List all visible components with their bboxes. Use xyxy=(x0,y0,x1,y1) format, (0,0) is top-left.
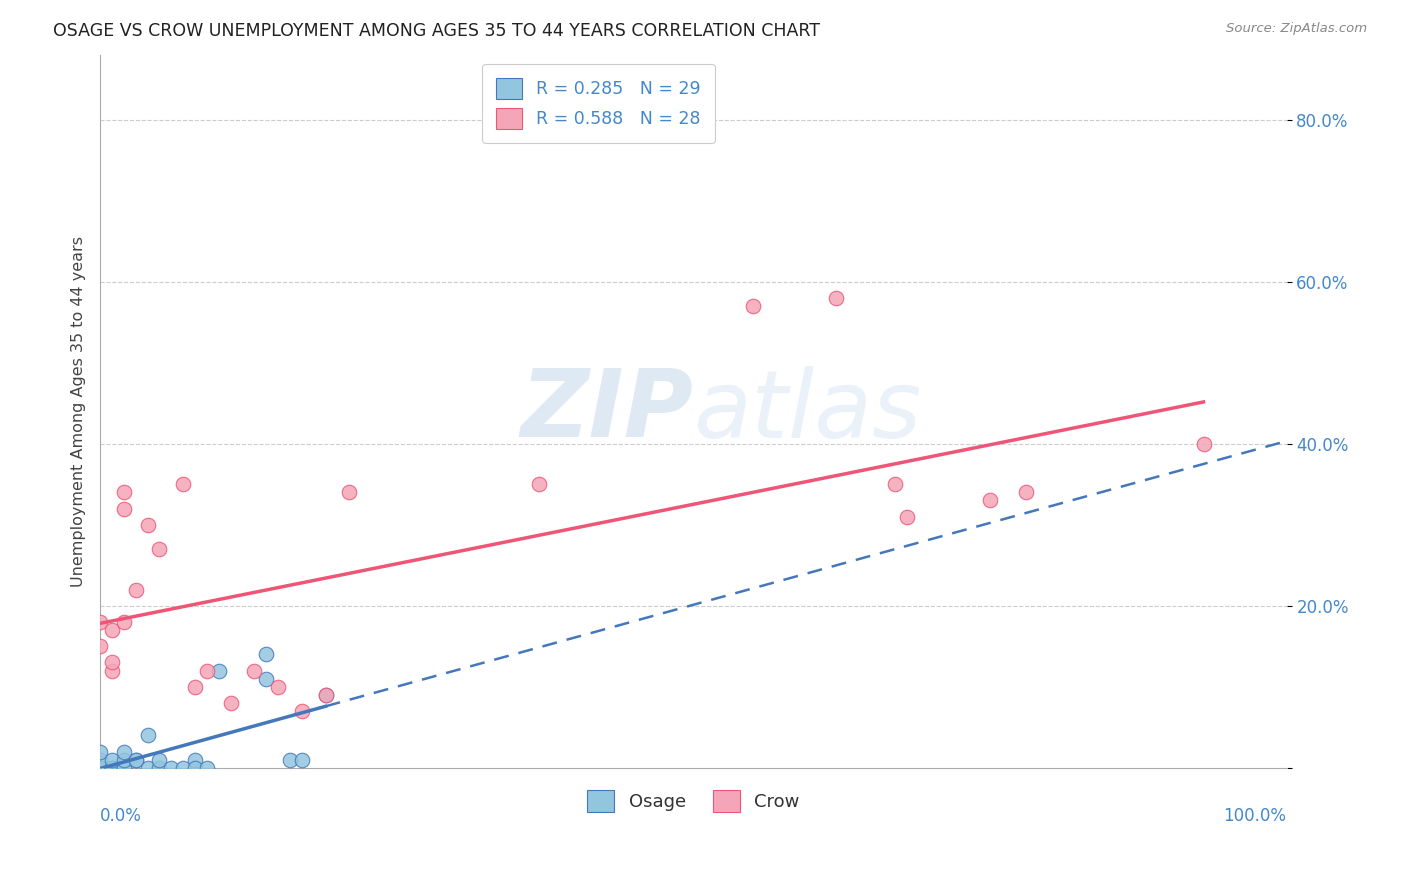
Point xyxy=(1192,437,1215,451)
Point xyxy=(112,744,135,758)
Point xyxy=(741,299,763,313)
Text: 100.0%: 100.0% xyxy=(1223,807,1286,825)
Point xyxy=(160,761,183,775)
Point xyxy=(896,509,918,524)
Point xyxy=(112,761,135,775)
Point xyxy=(101,761,124,775)
Point xyxy=(101,761,124,775)
Point xyxy=(278,753,301,767)
Point xyxy=(136,728,159,742)
Point xyxy=(89,761,111,775)
Point xyxy=(1014,485,1036,500)
Point xyxy=(884,477,907,491)
Point xyxy=(243,664,266,678)
Point xyxy=(315,688,337,702)
Point xyxy=(527,477,550,491)
Point xyxy=(172,761,194,775)
Text: ZIP: ZIP xyxy=(520,366,693,458)
Point xyxy=(101,753,124,767)
Point xyxy=(89,744,111,758)
Legend: Osage, Crow: Osage, Crow xyxy=(579,783,807,819)
Point xyxy=(979,493,1001,508)
Point xyxy=(89,639,111,653)
Point xyxy=(125,753,148,767)
Text: OSAGE VS CROW UNEMPLOYMENT AMONG AGES 35 TO 44 YEARS CORRELATION CHART: OSAGE VS CROW UNEMPLOYMENT AMONG AGES 35… xyxy=(53,22,821,40)
Point xyxy=(101,664,124,678)
Point xyxy=(136,517,159,532)
Point xyxy=(125,582,148,597)
Point xyxy=(89,615,111,629)
Point xyxy=(89,761,111,775)
Point xyxy=(112,753,135,767)
Point xyxy=(184,680,207,694)
Text: Source: ZipAtlas.com: Source: ZipAtlas.com xyxy=(1226,22,1367,36)
Text: 0.0%: 0.0% xyxy=(100,807,142,825)
Point xyxy=(125,753,148,767)
Point xyxy=(195,664,218,678)
Point xyxy=(112,485,135,500)
Point xyxy=(148,761,170,775)
Point xyxy=(148,753,170,767)
Point xyxy=(219,696,242,710)
Point xyxy=(112,761,135,775)
Text: atlas: atlas xyxy=(693,366,921,457)
Point xyxy=(112,615,135,629)
Point xyxy=(267,680,290,694)
Point xyxy=(89,753,111,767)
Point xyxy=(101,656,124,670)
Y-axis label: Unemployment Among Ages 35 to 44 years: Unemployment Among Ages 35 to 44 years xyxy=(72,235,86,587)
Point xyxy=(172,477,194,491)
Point xyxy=(101,623,124,637)
Point xyxy=(184,753,207,767)
Point xyxy=(208,664,231,678)
Point xyxy=(136,761,159,775)
Point xyxy=(184,761,207,775)
Point xyxy=(89,761,111,775)
Point xyxy=(315,688,337,702)
Point xyxy=(254,648,277,662)
Point xyxy=(254,672,277,686)
Point xyxy=(112,501,135,516)
Point xyxy=(148,542,170,557)
Point xyxy=(291,753,314,767)
Point xyxy=(824,291,846,305)
Point xyxy=(291,704,314,718)
Point xyxy=(337,485,360,500)
Point xyxy=(195,761,218,775)
